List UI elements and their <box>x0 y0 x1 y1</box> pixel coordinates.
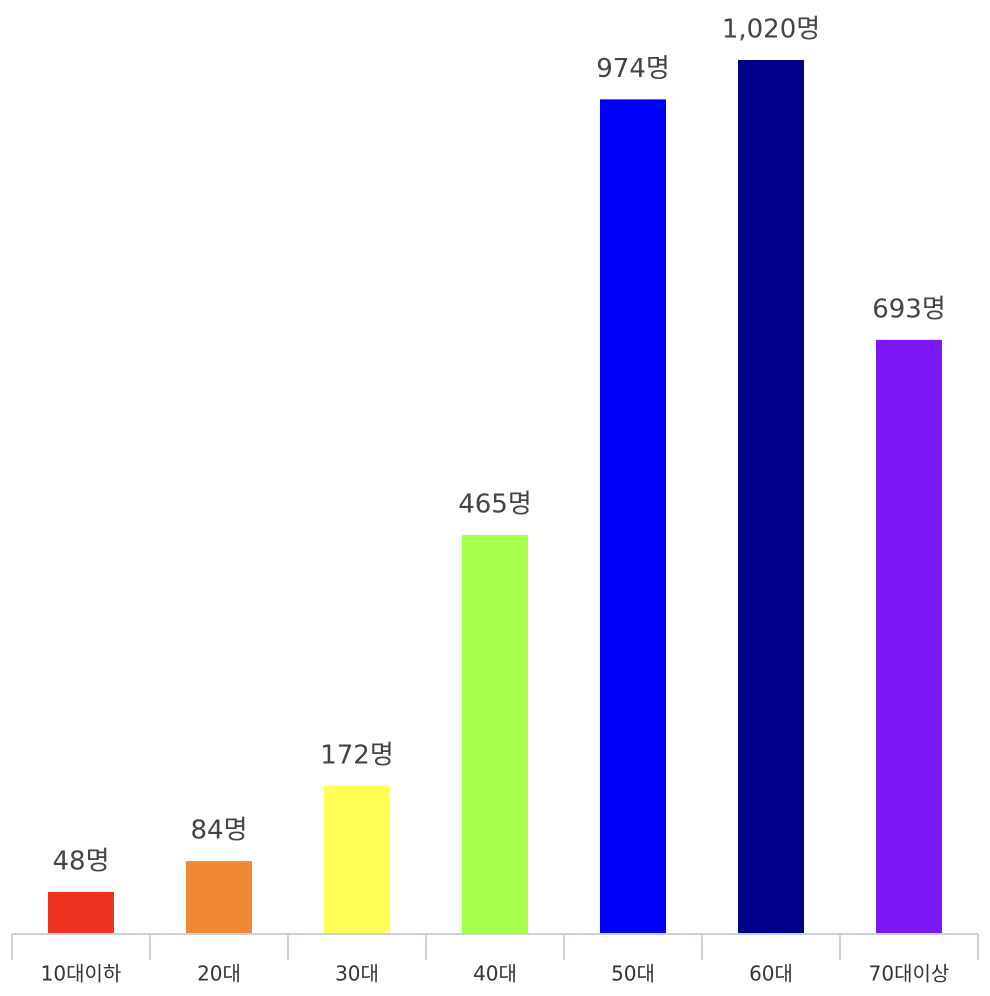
bar <box>462 535 528 933</box>
value-label: 172명 <box>320 740 394 770</box>
x-tick-label: 60대 <box>749 962 793 986</box>
bar <box>324 785 390 933</box>
value-label: 693명 <box>872 294 946 324</box>
value-label: 48명 <box>52 846 109 876</box>
x-tick-label: 50대 <box>611 962 655 986</box>
x-tick-label: 10대이하 <box>41 962 122 986</box>
x-tick-label: 30대 <box>335 962 379 986</box>
x-tick-label: 20대 <box>197 962 241 986</box>
x-tick-label: 40대 <box>473 962 517 986</box>
value-label: 974명 <box>596 54 670 84</box>
value-label: 84명 <box>190 816 247 846</box>
value-label: 1,020명 <box>722 15 820 45</box>
x-tick-label: 70대이상 <box>869 962 950 986</box>
bar <box>48 891 114 933</box>
bar <box>876 339 942 933</box>
value-label: 465명 <box>458 490 532 520</box>
bar <box>738 60 804 933</box>
bar <box>186 861 252 933</box>
bar <box>600 99 666 933</box>
